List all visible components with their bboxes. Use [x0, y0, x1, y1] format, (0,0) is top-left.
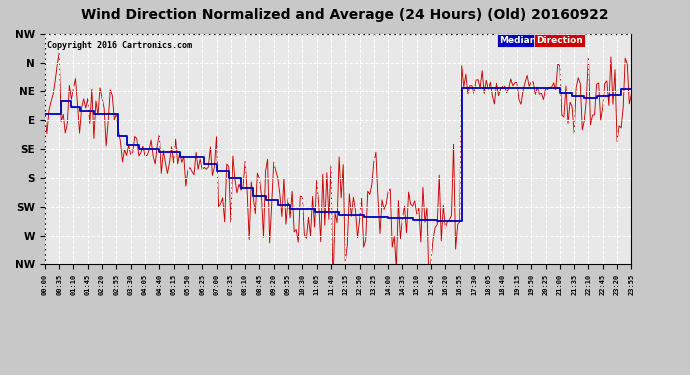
Text: Median: Median	[500, 36, 537, 45]
Text: Copyright 2016 Cartronics.com: Copyright 2016 Cartronics.com	[47, 40, 192, 50]
Text: Direction: Direction	[536, 36, 583, 45]
Text: Wind Direction Normalized and Average (24 Hours) (Old) 20160922: Wind Direction Normalized and Average (2…	[81, 8, 609, 21]
